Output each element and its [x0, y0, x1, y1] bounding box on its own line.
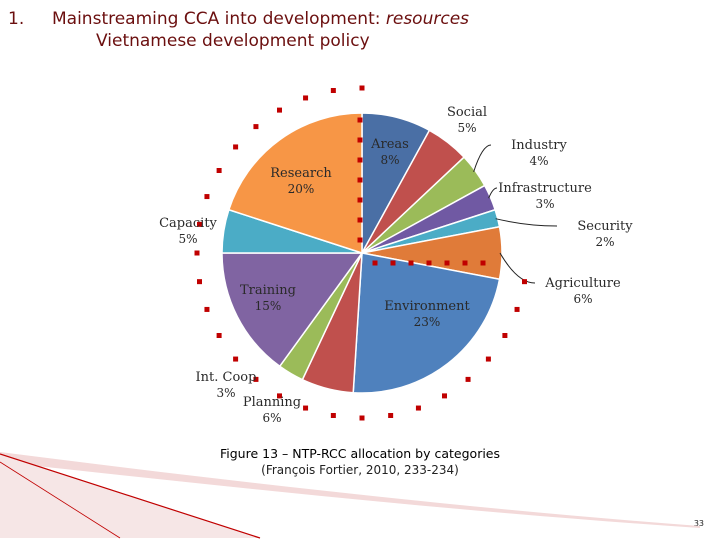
slice-value-agriculture: 6% [573, 292, 592, 306]
highlight-dot [390, 260, 396, 266]
highlight-dot [357, 197, 363, 203]
caption-main: Figure 13 – NTP-RCC allocation by catego… [219, 446, 501, 461]
pie-slice-environment [352, 252, 501, 394]
leader-lines [473, 144, 558, 284]
slice-value-research: 20% [288, 182, 315, 196]
highlight-dot [372, 260, 378, 266]
slice-labels: Areas8%Social5%Industry4%Infrastructure3… [159, 105, 633, 425]
highlight-dot [216, 168, 222, 173]
slice-value-environment: 23% [414, 315, 441, 329]
highlight-dot [485, 356, 491, 362]
title-prefix: Mainstreaming CCA into development: [52, 9, 386, 29]
leader-line-agriculture [499, 252, 536, 284]
highlight-dot [514, 306, 520, 312]
highlight-dot [462, 260, 468, 266]
slice-label-agriculture: Agriculture [544, 276, 621, 291]
pie-slice-research [227, 112, 363, 255]
highlight-dot [444, 260, 450, 266]
decorative-swoosh [0, 452, 700, 539]
highlight-dot [357, 157, 363, 163]
leader-line-infrastructure [488, 187, 498, 199]
highlight-dot [303, 95, 309, 101]
highlight-dot [357, 177, 363, 183]
slide-title: 1. Mainstreaming CCA into development: re… [8, 8, 708, 52]
slice-label-planning: Planning [243, 395, 301, 410]
highlight-dot [233, 356, 239, 362]
highlight-dot [253, 376, 259, 382]
slice-label-areas: Areas [370, 137, 409, 152]
slide-subtitle: Vietnamese development policy [96, 31, 370, 51]
slice-label-training: Training [240, 283, 296, 298]
highlight-dot [359, 415, 365, 421]
leader-line-industry [473, 144, 492, 173]
highlight-dot [465, 376, 471, 382]
page-number: 33 [693, 519, 704, 528]
highlight-dot [415, 405, 421, 411]
highlight-dot [204, 194, 210, 200]
highlight-dot [277, 107, 282, 113]
highlight-dot [216, 333, 222, 338]
swoosh-line-2 [0, 461, 121, 539]
highlight-dot [426, 260, 432, 266]
highlight-dot [388, 412, 394, 418]
slice-label-int-coop: Int. Coop [196, 370, 257, 385]
swoosh-line [0, 453, 261, 539]
highlight-dot [330, 88, 336, 94]
slice-value-areas: 8% [380, 153, 399, 167]
slice-label-social: Social [447, 105, 487, 120]
pie-slice-training [221, 252, 364, 368]
figure-caption: Figure 13 – NTP-RCC allocation by catego… [200, 446, 520, 477]
slice-label-environment: Environment [384, 299, 470, 314]
highlight-dot [197, 279, 203, 285]
highlight-dot [330, 412, 336, 418]
slice-label-industry: Industry [511, 138, 567, 153]
highlight-dot [253, 124, 259, 130]
slice-value-industry: 4% [529, 154, 548, 168]
highlight-dot [303, 405, 309, 411]
highlight-dot [480, 260, 486, 266]
slice-value-security: 2% [595, 235, 614, 249]
slice-label-infrastructure: Infrastructure [498, 181, 592, 196]
title-number: 1. [8, 9, 25, 29]
highlight-dot [408, 260, 414, 266]
slice-label-capacity: Capacity [159, 216, 217, 231]
slice-value-planning: 6% [262, 411, 281, 425]
highlight-dot [359, 85, 365, 91]
slice-label-security: Security [577, 219, 633, 234]
slice-value-capacity: 5% [178, 232, 197, 246]
dotted-highlight-boundary [194, 85, 527, 421]
slice-value-social: 5% [457, 121, 476, 135]
pie-slices [221, 112, 503, 394]
highlight-dot [442, 393, 447, 399]
highlight-dot [502, 333, 508, 338]
highlight-dot [521, 279, 527, 285]
leader-line-security [495, 218, 558, 227]
slice-value-int-coop: 3% [216, 386, 235, 400]
highlight-dot [357, 217, 363, 223]
title-emphasis: resources [385, 9, 470, 29]
slice-value-training: 15% [255, 299, 282, 313]
slice-label-research: Research [270, 166, 332, 181]
caption-source: (François Fortier, 2010, 233-234) [261, 463, 459, 477]
highlight-dot [233, 144, 239, 150]
highlight-dot [204, 306, 210, 312]
slice-value-infrastructure: 3% [535, 197, 554, 211]
highlight-dot [194, 250, 200, 256]
highlight-dot [357, 117, 363, 123]
highlight-dot [277, 393, 282, 399]
pie-chart: Areas8%Social5%Industry4%Infrastructure3… [159, 85, 633, 425]
highlight-dot [197, 221, 203, 227]
highlight-dot [357, 237, 363, 243]
highlight-dot [357, 137, 363, 143]
